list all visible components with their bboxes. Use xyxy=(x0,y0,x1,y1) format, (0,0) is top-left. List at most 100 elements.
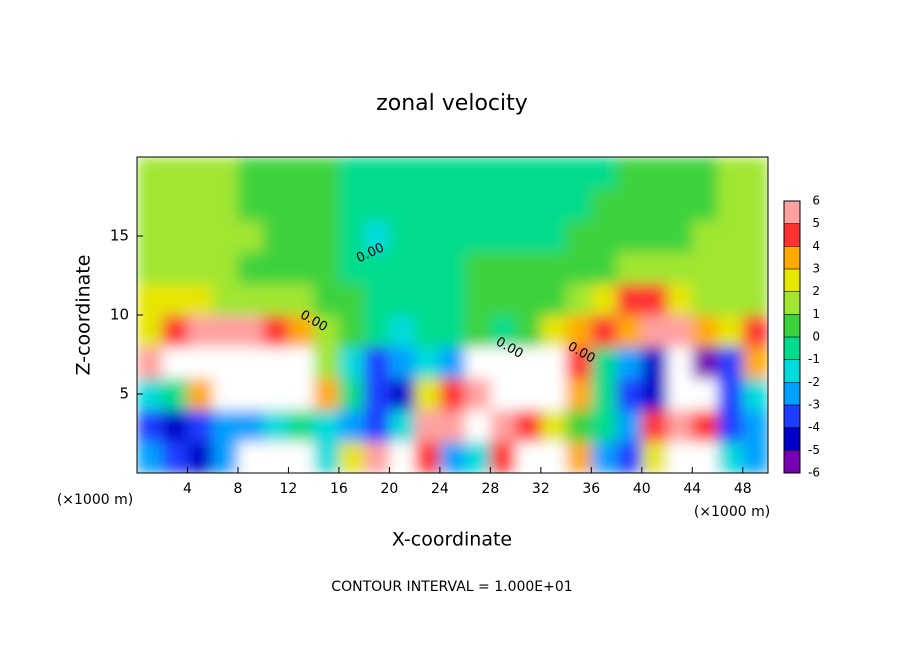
cell xyxy=(540,188,567,221)
cell xyxy=(566,346,592,379)
cell xyxy=(338,409,365,442)
cell xyxy=(641,220,668,253)
cell xyxy=(338,188,365,221)
cell xyxy=(439,220,466,253)
x-tick-label: 24 xyxy=(431,481,449,497)
cell xyxy=(263,157,289,190)
x-tick-label: 48 xyxy=(734,481,752,497)
cell xyxy=(439,251,466,284)
cell xyxy=(591,220,618,253)
cell xyxy=(137,157,163,190)
cell xyxy=(313,346,340,379)
cell xyxy=(465,441,491,473)
cell xyxy=(490,346,517,379)
colorbar-band xyxy=(784,314,800,337)
cell xyxy=(515,409,542,442)
x-tick-label: 4 xyxy=(183,481,192,497)
cell xyxy=(742,157,768,190)
cell xyxy=(364,378,390,411)
cell xyxy=(591,441,618,473)
cell xyxy=(364,188,390,221)
cell xyxy=(465,220,491,253)
cell xyxy=(263,220,289,253)
cell xyxy=(540,283,567,316)
cell xyxy=(566,251,592,284)
colorbar-tick-label: 1 xyxy=(812,307,820,321)
cell xyxy=(338,378,365,411)
colorbar-band xyxy=(784,269,800,292)
cell xyxy=(137,315,163,348)
cell xyxy=(717,220,744,253)
colorbar-tick-label: 3 xyxy=(812,262,820,276)
y-unit-label: (×1000 m) xyxy=(57,492,133,508)
cell xyxy=(389,251,416,284)
cell xyxy=(414,378,441,411)
cell xyxy=(389,157,416,190)
cell xyxy=(616,441,643,473)
cell xyxy=(717,251,744,284)
cell xyxy=(641,251,668,284)
cell xyxy=(162,441,188,473)
x-unit-label: (×1000 m) xyxy=(694,504,770,520)
cell xyxy=(490,283,517,316)
cell xyxy=(591,378,618,411)
cell xyxy=(566,188,592,221)
colorbar-tick-label: -1 xyxy=(808,352,820,366)
cell xyxy=(490,220,517,253)
cell xyxy=(137,251,163,284)
cell xyxy=(465,157,491,190)
cell xyxy=(288,441,315,473)
cell xyxy=(187,251,214,284)
cell xyxy=(288,283,315,316)
cell xyxy=(742,378,768,411)
cell xyxy=(263,378,289,411)
cell xyxy=(717,378,744,411)
cell xyxy=(717,188,744,221)
cell xyxy=(717,157,744,190)
cell xyxy=(717,441,744,473)
cell xyxy=(389,315,416,348)
cell xyxy=(263,315,289,348)
cell xyxy=(692,283,719,316)
cell xyxy=(692,220,719,253)
cell xyxy=(338,157,365,190)
cell xyxy=(313,157,340,190)
cell xyxy=(364,157,390,190)
cell xyxy=(465,315,491,348)
cell xyxy=(288,378,315,411)
cell xyxy=(389,409,416,442)
cell xyxy=(162,157,188,190)
cell xyxy=(313,283,340,316)
cell xyxy=(692,315,719,348)
cell xyxy=(237,157,264,190)
colorbar-tick-label: 5 xyxy=(812,216,820,230)
cell xyxy=(540,251,567,284)
x-tick-label: 32 xyxy=(532,481,550,497)
cell xyxy=(313,409,340,442)
cell xyxy=(490,315,517,348)
cell xyxy=(237,315,264,348)
cell xyxy=(667,346,693,379)
cell xyxy=(540,315,567,348)
cell xyxy=(717,283,744,316)
cell xyxy=(162,346,188,379)
cell xyxy=(641,188,668,221)
cell xyxy=(566,283,592,316)
cell xyxy=(616,283,643,316)
cell xyxy=(237,188,264,221)
cell xyxy=(212,441,239,473)
cell xyxy=(187,378,214,411)
cell xyxy=(187,157,214,190)
cell xyxy=(490,378,517,411)
cell xyxy=(237,283,264,316)
cell xyxy=(212,157,239,190)
cell xyxy=(515,346,542,379)
cell xyxy=(162,283,188,316)
cell xyxy=(338,315,365,348)
y-tick-label: 5 xyxy=(119,385,129,403)
cell xyxy=(742,409,768,442)
cell xyxy=(566,441,592,473)
cell xyxy=(263,251,289,284)
cell xyxy=(616,378,643,411)
cell xyxy=(187,346,214,379)
